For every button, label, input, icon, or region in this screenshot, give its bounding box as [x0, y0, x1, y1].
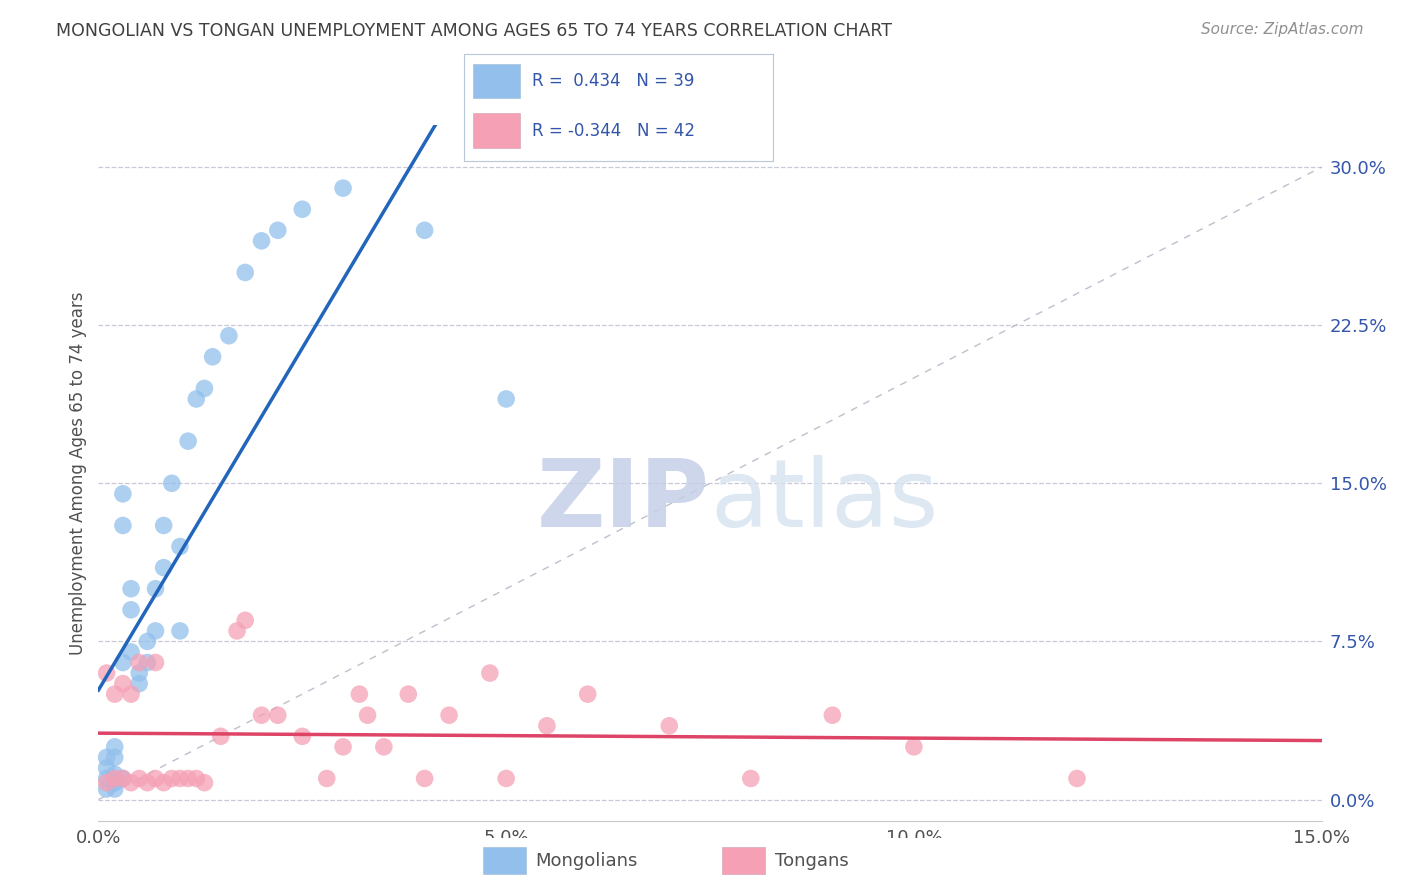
Text: Source: ZipAtlas.com: Source: ZipAtlas.com — [1201, 22, 1364, 37]
Point — [413, 772, 436, 786]
Point — [128, 666, 150, 681]
Point — [495, 772, 517, 786]
Point — [104, 775, 127, 789]
Point — [111, 676, 134, 690]
Point — [740, 772, 762, 786]
Point — [332, 181, 354, 195]
Point — [186, 772, 208, 786]
Point — [478, 666, 501, 681]
Point — [152, 518, 174, 533]
Point — [177, 434, 200, 449]
Point — [250, 234, 273, 248]
Point — [373, 739, 395, 754]
Point — [250, 708, 273, 723]
Point — [152, 775, 174, 789]
Y-axis label: Unemployment Among Ages 65 to 74 years: Unemployment Among Ages 65 to 74 years — [69, 291, 87, 655]
Point — [96, 775, 118, 789]
Point — [136, 656, 159, 670]
Point — [201, 350, 224, 364]
Point — [128, 676, 150, 690]
Point — [218, 328, 240, 343]
Point — [120, 687, 142, 701]
Point — [96, 750, 118, 764]
Point — [576, 687, 599, 701]
Point — [96, 772, 118, 786]
Point — [111, 656, 134, 670]
Point — [291, 729, 314, 743]
Point — [233, 613, 256, 627]
Point — [128, 772, 150, 786]
Point — [111, 487, 134, 501]
Point — [145, 656, 167, 670]
Point — [104, 750, 127, 764]
Text: Mongolians: Mongolians — [536, 852, 638, 870]
Point — [267, 708, 290, 723]
Point — [332, 739, 354, 754]
Point — [136, 634, 159, 648]
Point — [291, 202, 314, 217]
Point — [104, 687, 127, 701]
Point — [145, 624, 167, 638]
Point — [96, 666, 118, 681]
Point — [495, 392, 517, 406]
Text: ZIP: ZIP — [537, 455, 710, 547]
Point — [120, 645, 142, 659]
Point — [169, 540, 191, 554]
Point — [177, 772, 200, 786]
Point — [437, 708, 460, 723]
Point — [152, 560, 174, 574]
Text: Tongans: Tongans — [775, 852, 848, 870]
Point — [267, 223, 290, 237]
Text: atlas: atlas — [710, 455, 938, 547]
Point — [104, 739, 127, 754]
Point — [96, 782, 118, 797]
Point — [356, 708, 378, 723]
Point — [160, 772, 183, 786]
FancyBboxPatch shape — [474, 64, 520, 98]
Point — [233, 265, 256, 279]
Point — [315, 772, 337, 786]
Point — [111, 518, 134, 533]
Point — [111, 772, 134, 786]
Point — [821, 708, 844, 723]
Point — [104, 767, 127, 781]
FancyBboxPatch shape — [723, 847, 765, 874]
Text: MONGOLIAN VS TONGAN UNEMPLOYMENT AMONG AGES 65 TO 74 YEARS CORRELATION CHART: MONGOLIAN VS TONGAN UNEMPLOYMENT AMONG A… — [56, 22, 893, 40]
Point — [349, 687, 371, 701]
Text: R = -0.344   N = 42: R = -0.344 N = 42 — [531, 121, 695, 139]
Point — [120, 582, 142, 596]
FancyBboxPatch shape — [484, 847, 526, 874]
Point — [396, 687, 419, 701]
FancyBboxPatch shape — [474, 113, 520, 148]
Point — [193, 381, 215, 395]
Point — [903, 739, 925, 754]
Point — [413, 223, 436, 237]
Point — [658, 719, 681, 733]
Point — [145, 772, 167, 786]
Point — [536, 719, 558, 733]
Point — [186, 392, 208, 406]
Point — [120, 603, 142, 617]
Point — [226, 624, 249, 638]
Point — [145, 582, 167, 596]
Point — [160, 476, 183, 491]
Point — [169, 772, 191, 786]
Text: R =  0.434   N = 39: R = 0.434 N = 39 — [531, 72, 695, 90]
Point — [104, 772, 127, 786]
Point — [128, 656, 150, 670]
Point — [1066, 772, 1088, 786]
Point — [96, 761, 118, 775]
Point — [209, 729, 232, 743]
Point — [193, 775, 215, 789]
Point — [136, 775, 159, 789]
Point — [120, 775, 142, 789]
Point — [104, 782, 127, 797]
Point — [111, 772, 134, 786]
Point — [169, 624, 191, 638]
